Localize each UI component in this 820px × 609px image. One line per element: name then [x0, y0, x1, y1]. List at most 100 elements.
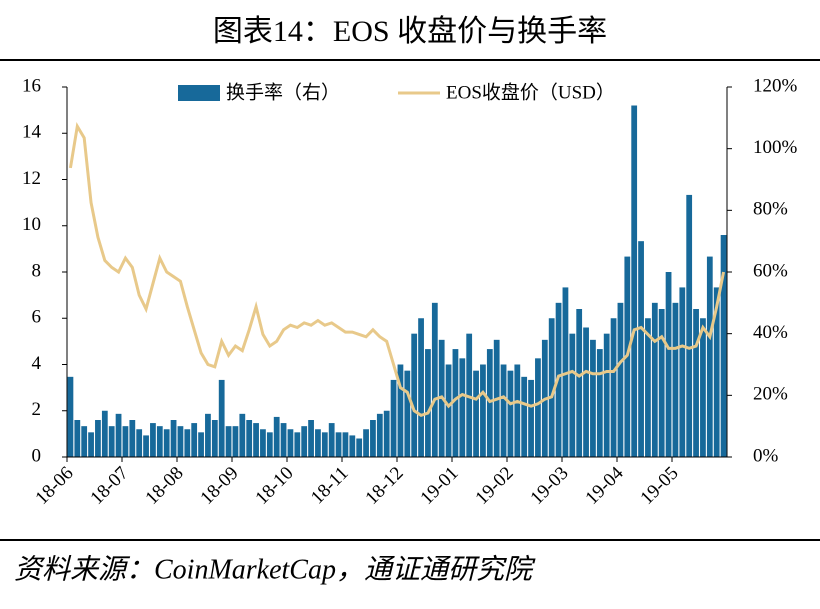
y-tick-label: 0 — [32, 445, 42, 466]
bar — [617, 302, 624, 457]
bar — [74, 420, 81, 457]
bar — [700, 318, 706, 457]
y-tick-label: 6 — [32, 307, 42, 328]
bar — [232, 426, 239, 457]
bar — [342, 432, 349, 457]
y2-tick-label: 80% — [753, 199, 788, 220]
bar — [445, 364, 452, 457]
bar — [425, 349, 431, 457]
y2-tick-label: 120% — [753, 75, 798, 96]
bar — [280, 423, 287, 457]
x-tick-label: 19-04 — [581, 462, 628, 509]
bar — [225, 426, 232, 457]
bar — [349, 435, 356, 457]
bar — [67, 376, 74, 457]
legend-swatch — [178, 85, 220, 101]
bar — [260, 429, 266, 457]
bar — [514, 364, 521, 457]
bar — [253, 423, 259, 457]
bar — [211, 420, 218, 457]
bar — [108, 426, 115, 457]
source: 资料来源：CoinMarketCap，通证通研究院 — [14, 554, 536, 585]
y-tick-label: 4 — [32, 353, 42, 374]
bar — [665, 272, 672, 457]
bar — [603, 333, 610, 457]
bar — [308, 420, 314, 457]
bar — [548, 318, 555, 457]
bar — [301, 426, 308, 457]
y-tick-label: 10 — [22, 214, 41, 235]
y-tick-label: 2 — [32, 399, 42, 420]
bar — [480, 364, 486, 457]
x-tick-label: 18-10 — [251, 463, 297, 509]
bar — [596, 349, 603, 457]
y2-tick-label: 20% — [753, 384, 788, 405]
x-tick-label: 18-11 — [307, 463, 353, 509]
x-tick-label: 18-09 — [196, 463, 242, 509]
y2-tick-label: 0% — [753, 445, 779, 466]
x-tick-label: 19-02 — [471, 463, 517, 509]
bar — [115, 413, 122, 457]
bar — [95, 420, 101, 457]
bar — [321, 432, 328, 457]
bar — [651, 302, 658, 457]
bar — [143, 435, 149, 457]
bar — [205, 413, 211, 457]
y-tick-label: 14 — [22, 122, 42, 143]
bar — [177, 426, 184, 457]
bar — [583, 327, 589, 457]
bar — [418, 318, 424, 457]
bar — [679, 287, 686, 457]
y2-tick-label: 100% — [753, 137, 798, 158]
bar — [129, 420, 136, 457]
bar — [411, 333, 418, 457]
x-tick-label: 18-08 — [141, 463, 187, 509]
bar — [294, 432, 301, 457]
y-tick-label: 12 — [22, 168, 41, 189]
y-tick-label: 16 — [22, 75, 41, 96]
bar — [638, 241, 644, 457]
x-tick-label: 19-05 — [636, 463, 682, 509]
bar — [610, 318, 617, 457]
bar — [706, 256, 713, 457]
bar — [528, 379, 534, 457]
bar — [686, 194, 693, 457]
bar — [101, 410, 108, 457]
y2-tick-label: 60% — [753, 260, 788, 281]
x-tick-label: 19-03 — [526, 463, 572, 509]
bar — [246, 420, 253, 457]
bar — [535, 358, 541, 457]
x-tick-label: 19-01 — [416, 463, 462, 509]
bar — [328, 423, 335, 457]
bar — [81, 426, 88, 457]
line — [68, 122, 726, 418]
bar — [122, 426, 129, 457]
chart-title: 图表14：EOS 收盘价与换手率 — [213, 15, 607, 48]
bar — [576, 309, 583, 457]
bar — [473, 370, 479, 457]
bar — [315, 429, 321, 457]
bar — [376, 413, 383, 457]
bar — [383, 410, 390, 457]
bar — [266, 432, 273, 457]
bar — [431, 302, 438, 457]
x-tick-label: 18-07 — [86, 463, 132, 509]
bar — [452, 349, 459, 457]
bar — [239, 413, 246, 457]
bar — [645, 318, 651, 457]
bar — [713, 287, 720, 457]
bar — [163, 429, 170, 457]
bar — [459, 358, 466, 457]
bar — [390, 379, 397, 457]
y-tick-label: 8 — [32, 260, 42, 281]
bar — [590, 339, 596, 457]
bar — [720, 235, 727, 457]
bar — [88, 432, 94, 457]
bar — [397, 364, 404, 457]
bar — [287, 429, 294, 457]
bar — [631, 105, 638, 457]
y2-tick-label: 40% — [753, 322, 788, 343]
bar — [693, 309, 699, 457]
legend-label: EOS收盘价（USD） — [446, 81, 615, 103]
bar — [218, 379, 225, 457]
